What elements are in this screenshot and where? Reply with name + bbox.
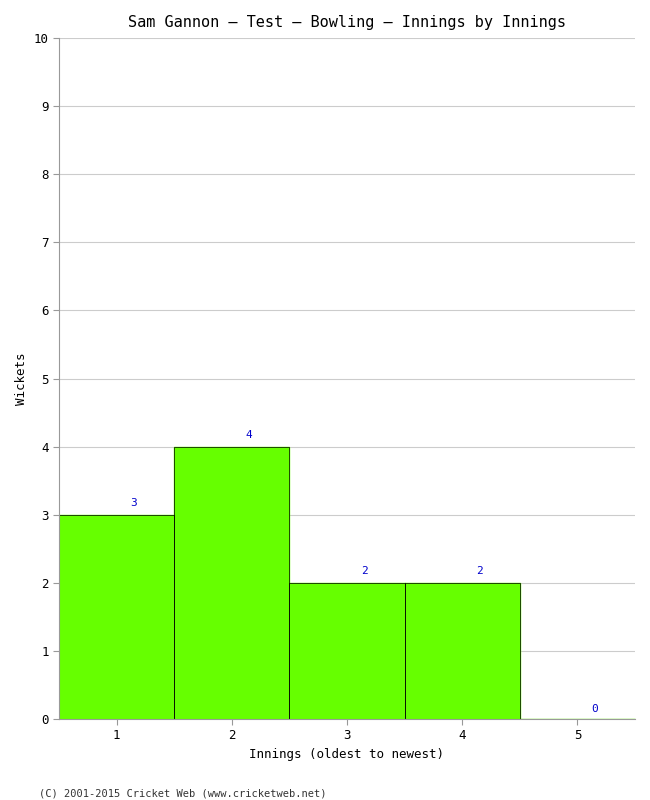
Text: 2: 2	[476, 566, 483, 576]
Text: 2: 2	[361, 566, 368, 576]
Text: (C) 2001-2015 Cricket Web (www.cricketweb.net): (C) 2001-2015 Cricket Web (www.cricketwe…	[39, 788, 326, 798]
X-axis label: Innings (oldest to newest): Innings (oldest to newest)	[250, 748, 445, 761]
Text: 0: 0	[592, 703, 598, 714]
Text: 3: 3	[131, 498, 137, 508]
Title: Sam Gannon – Test – Bowling – Innings by Innings: Sam Gannon – Test – Bowling – Innings by…	[128, 15, 566, 30]
Text: 4: 4	[246, 430, 252, 440]
Y-axis label: Wickets: Wickets	[15, 352, 28, 405]
